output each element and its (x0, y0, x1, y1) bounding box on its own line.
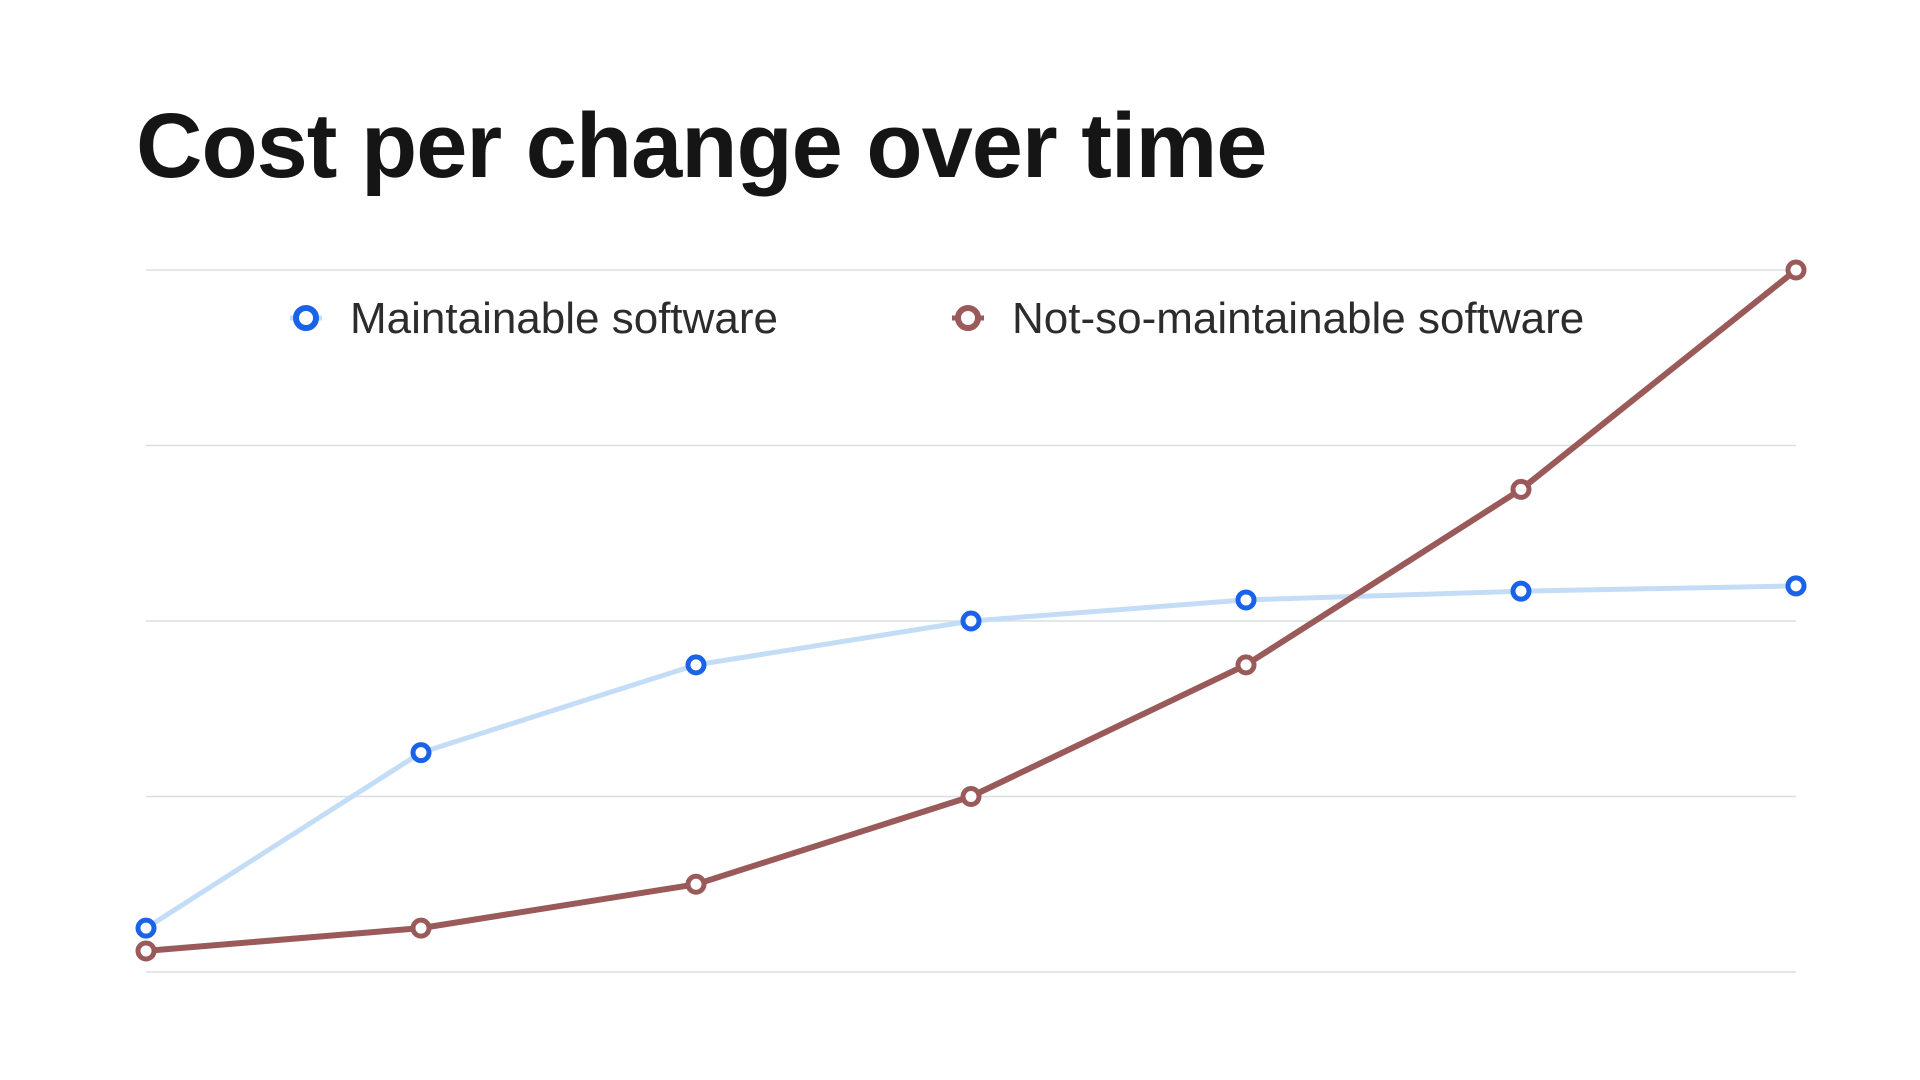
legend: Maintainable software Not-so-maintainable… (290, 294, 1584, 343)
data-point (1785, 575, 1807, 597)
legend-label: Maintainable software (350, 294, 778, 343)
data-point (960, 610, 982, 632)
legend-marker (293, 305, 319, 331)
legend-item: Maintainable software (290, 294, 778, 343)
data-point (1510, 580, 1532, 602)
series-1 (135, 575, 1807, 939)
series-2 (135, 259, 1807, 962)
data-point (1235, 654, 1257, 676)
data-point (1510, 478, 1532, 500)
data-point (410, 742, 432, 764)
data-point (410, 917, 432, 939)
data-point (135, 917, 157, 939)
data-point (685, 654, 707, 676)
data-point (1235, 589, 1257, 611)
legend-item: Not-so-maintainable software (952, 294, 1584, 343)
series-layer (135, 259, 1807, 962)
page-title: Cost per change over time (136, 95, 1267, 197)
series-line (143, 267, 1799, 954)
data-point (960, 786, 982, 807)
legend-marker (955, 305, 981, 331)
data-point (135, 940, 157, 962)
data-point (1785, 259, 1807, 281)
data-point (685, 873, 707, 895)
series-line (143, 583, 1799, 931)
legend-label: Not-so-maintainable software (1012, 294, 1584, 343)
